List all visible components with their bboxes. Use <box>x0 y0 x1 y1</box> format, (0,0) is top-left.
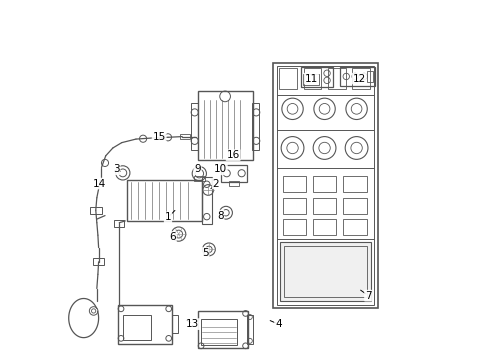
Bar <box>201 319 236 346</box>
Bar <box>280 242 370 301</box>
Bar <box>343 219 366 235</box>
Bar <box>339 67 375 86</box>
Text: 16: 16 <box>226 150 239 160</box>
Bar <box>302 74 318 85</box>
Bar <box>202 177 211 224</box>
Bar <box>279 68 297 89</box>
Text: 9: 9 <box>194 164 201 174</box>
Bar <box>283 219 305 235</box>
Bar <box>127 180 202 221</box>
Text: 8: 8 <box>217 211 223 221</box>
Bar <box>122 315 151 340</box>
Bar <box>118 305 171 344</box>
Bar <box>366 71 372 82</box>
Text: 4: 4 <box>274 319 281 329</box>
Text: 3: 3 <box>113 164 120 174</box>
Text: 12: 12 <box>352 73 366 84</box>
Bar <box>180 134 190 139</box>
Bar <box>343 176 366 193</box>
Bar <box>343 198 366 214</box>
Bar <box>198 311 247 348</box>
Bar <box>229 181 239 186</box>
Bar <box>272 63 377 308</box>
Bar <box>303 68 321 89</box>
Text: 13: 13 <box>186 319 199 329</box>
Text: 5: 5 <box>202 248 208 258</box>
Bar <box>351 68 369 89</box>
Bar <box>300 67 332 87</box>
Text: 7: 7 <box>364 291 371 301</box>
Bar <box>251 103 259 150</box>
Bar <box>93 258 104 265</box>
Bar <box>277 66 373 305</box>
Bar <box>312 198 336 214</box>
Bar <box>283 198 305 214</box>
Bar <box>90 207 102 214</box>
Text: 6: 6 <box>169 232 176 242</box>
Text: 1: 1 <box>164 212 171 222</box>
Bar <box>283 246 366 297</box>
Bar <box>193 176 204 181</box>
Text: 10: 10 <box>213 164 226 174</box>
Text: 2: 2 <box>212 179 219 189</box>
Bar <box>327 68 345 89</box>
Bar <box>171 315 178 333</box>
Bar <box>283 176 305 193</box>
Bar <box>191 103 198 150</box>
Bar <box>197 91 252 161</box>
Bar <box>312 219 336 235</box>
Text: 15: 15 <box>152 132 165 141</box>
Text: 14: 14 <box>93 179 106 189</box>
Bar <box>114 220 124 227</box>
Bar <box>312 176 336 193</box>
Bar <box>221 165 246 182</box>
Bar <box>247 315 252 344</box>
Text: 11: 11 <box>304 73 317 84</box>
